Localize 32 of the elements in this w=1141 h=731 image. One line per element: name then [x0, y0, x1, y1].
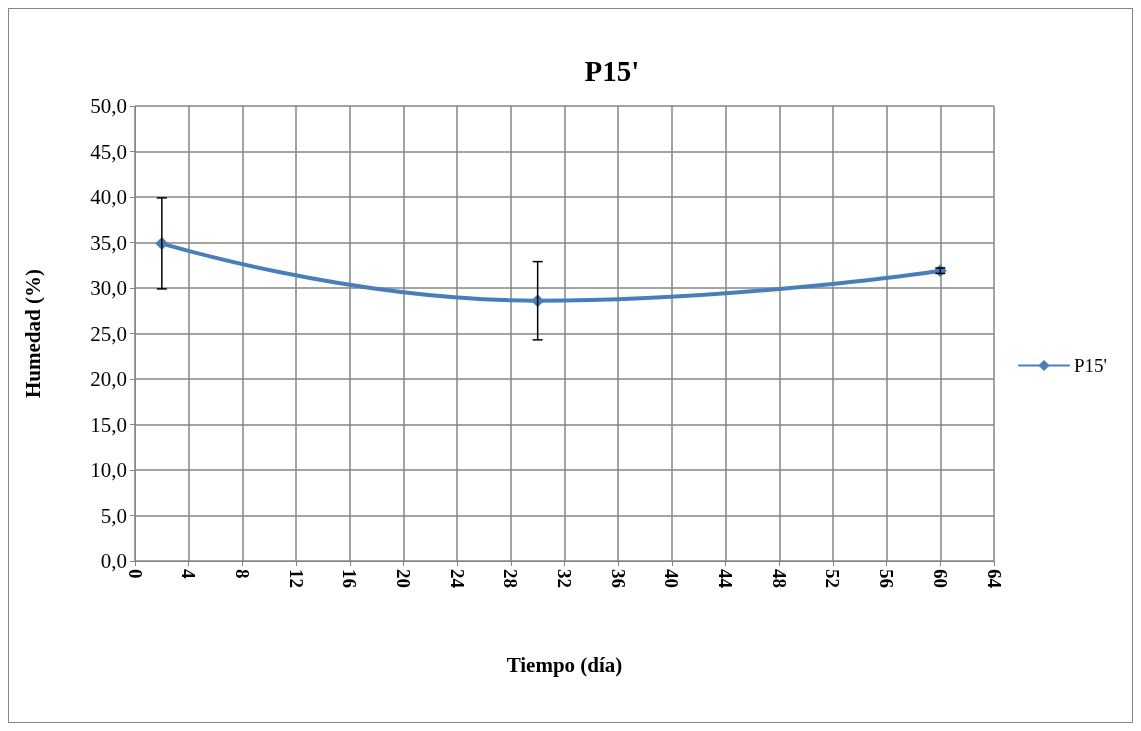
y-tick-label: 0,0	[100, 549, 127, 573]
y-axis-title: Humedad (%)	[20, 269, 45, 398]
x-tick-label: 48	[768, 569, 790, 588]
x-tick-label: 56	[876, 569, 898, 588]
x-tick-label: 16	[339, 569, 361, 588]
y-tick-label: 15,0	[90, 412, 127, 437]
x-tick-label: 0	[124, 569, 146, 579]
x-tick-label: 32	[554, 569, 575, 588]
y-tick-label: 45,0	[90, 139, 127, 164]
legend-label: P15'	[1074, 355, 1108, 376]
x-tick-label: 36	[607, 569, 629, 588]
chart-title: P15'	[584, 54, 640, 87]
x-tick-label: 52	[822, 569, 844, 588]
y-tick-label: 10,0	[90, 458, 127, 482]
y-tick-label: 35,0	[90, 230, 127, 255]
x-tick-label: 4	[178, 569, 200, 579]
y-tick-label: 40,0	[90, 185, 127, 209]
x-axis-title: Tiempo (día)	[506, 652, 623, 677]
x-tick-label: 12	[285, 569, 307, 588]
x-tick-label: 20	[392, 569, 414, 588]
x-tick-label: 28	[500, 569, 522, 588]
x-tick-label: 8	[231, 569, 253, 579]
y-tick-label: 50,0	[90, 94, 127, 118]
y-tick-label: 5,0	[100, 503, 127, 528]
y-tick-label: 30,0	[90, 276, 127, 300]
x-tick-label: 24	[446, 569, 468, 589]
x-tick-label: 44	[715, 569, 737, 589]
y-tick-label: 25,0	[90, 321, 127, 346]
y-tick-label: 20,0	[90, 367, 127, 391]
x-tick-label: 64	[983, 569, 1005, 589]
x-tick-label: 60	[929, 569, 951, 588]
x-tick-label: 40	[661, 569, 683, 588]
